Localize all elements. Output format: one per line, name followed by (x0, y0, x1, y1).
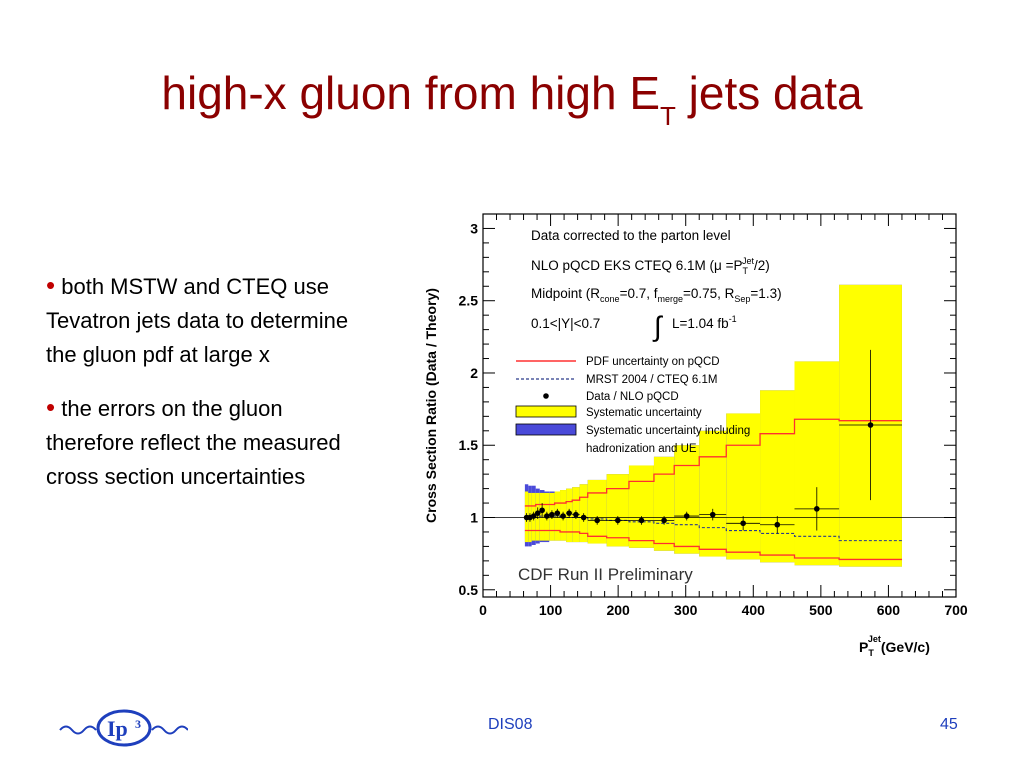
systematic-band-15 (653, 456, 675, 551)
y-tick-label: 2.5 (459, 293, 479, 309)
data-point-3 (534, 510, 541, 516)
legend-label-syst: Systematic uncertainty (586, 407, 702, 419)
systematic-band-18 (726, 413, 761, 560)
footer-conference: DIS08 (488, 716, 533, 733)
title-main: high-x gluon from high E (161, 67, 661, 119)
data-point-8 (560, 513, 566, 519)
data-points (523, 349, 902, 534)
x-tick-label: 0 (479, 602, 487, 618)
y-tick-label: 3 (470, 220, 478, 236)
legend-had-box-icon (515, 423, 577, 436)
data-point-16 (683, 513, 690, 519)
integral-icon: ∫ (652, 311, 664, 342)
y-tick-label: 1 (470, 510, 478, 526)
left-wave-icon (59, 725, 97, 735)
bullet-item-2: • the errors on the gluon therefore refl… (46, 390, 376, 494)
chart-axes: 0.5 1 1.5 2 2.5 3 0 100 200 300 400 500 600 700 (459, 213, 968, 618)
legend-label-had-2: hadronization and UE (586, 443, 697, 455)
slide-title: high-x gluon from high ET jets data (0, 58, 1024, 135)
bullet-dot-icon: • (46, 270, 56, 300)
y-axis-label: Cross Section Ratio (Data / Theory) (423, 288, 439, 523)
legend-label-mrst: MRST 2004 / CTEQ 6.1M (586, 374, 717, 386)
x-tick-label: 500 (809, 602, 833, 618)
annotation-rapidity: 0.1<|Y|<0.7 (531, 316, 600, 331)
cross-section-ratio-chart: 0.5 1 1.5 2 2.5 3 0 100 200 300 400 500 600 700 Data … (423, 213, 968, 658)
plot-frame (482, 213, 957, 598)
systematic-band-14 (628, 465, 654, 548)
data-point-10 (573, 511, 579, 518)
legend-marker-icon (543, 393, 549, 399)
x-tick-label: 700 (944, 602, 968, 618)
x-tick-label: 600 (877, 602, 901, 618)
data-point-13 (615, 517, 621, 524)
systematic-band-19 (760, 390, 795, 563)
annotation-line-1: Data corrected to the parton level (531, 228, 731, 243)
ip3-logo: Ip 3 (58, 704, 189, 755)
logo-text: Ip (107, 716, 128, 741)
right-wave-icon (151, 725, 189, 735)
data-point-19 (774, 521, 781, 528)
x-tick-label: 300 (674, 602, 698, 618)
x-axis-label: PTJet(GeV/c) (859, 634, 930, 658)
logo-ellipse-icon (96, 709, 152, 747)
systematic-band-17 (699, 430, 727, 557)
data-point-7 (554, 510, 561, 516)
legend-syst-box-icon (515, 405, 577, 418)
chart-legend: PDF uncertainty on pQCD MRST 2004 / CTEQ… (515, 356, 750, 455)
data-point-21 (867, 422, 874, 428)
bullet-item-1: • both MSTW and CTEQ use Tevatron jets d… (46, 268, 376, 372)
data-point-5 (544, 513, 550, 519)
systematic-band-13 (606, 474, 629, 547)
chart-annotations: Data corrected to the parton level NLO p… (518, 228, 782, 584)
data-point-18 (740, 520, 746, 527)
annotation-line-3: Midpoint (Rcone=0.7, fmerge=0.75, RSep=1… (531, 286, 782, 304)
logo-sup: 3 (135, 717, 141, 731)
pdf-lower-line (524, 529, 902, 561)
data-point-14 (638, 517, 645, 524)
legend-label-pdf: PDF uncertainty on pQCD (586, 356, 720, 368)
bullet-list: • both MSTW and CTEQ use Tevatron jets d… (46, 268, 376, 512)
legend-label-data: Data / NLO pQCD (586, 391, 679, 403)
systematic-band-16 (674, 445, 700, 554)
cdf-watermark: CDF Run II Preliminary (518, 565, 693, 584)
systematic-band-12 (587, 479, 607, 544)
systematic-band-20 (794, 361, 840, 566)
page-number: 45 (940, 716, 958, 733)
x-tick-label: 100 (539, 602, 563, 618)
data-point-15 (661, 517, 667, 524)
data-point-4 (539, 507, 545, 514)
pdf-upper-line (524, 418, 902, 507)
theory-lines (483, 418, 956, 561)
title-subscript: T (660, 101, 676, 131)
x-tick-label: 400 (742, 602, 766, 618)
bullet-text-1: both MSTW and CTEQ use Tevatron jets dat… (46, 274, 349, 367)
y-tick-label: 1.5 (459, 437, 479, 453)
data-point-2 (530, 513, 537, 519)
annotation-line-2: NLO pQCD EKS CTEQ 6.1M (μ =PTJet/2) (531, 256, 770, 276)
bullet-dot-icon: • (46, 392, 56, 422)
data-point-6 (549, 511, 555, 518)
data-point-12 (594, 517, 600, 524)
legend-label-had-1: Systematic uncertainty including (586, 425, 750, 437)
title-end: jets data (675, 67, 863, 119)
data-point-9 (566, 510, 572, 516)
data-point-20 (814, 506, 820, 512)
y-tick-label: 0.5 (459, 582, 479, 598)
annotation-luminosity: L=1.04 fb-1 (672, 314, 737, 331)
y-tick-label: 2 (470, 365, 478, 381)
data-point-17 (709, 511, 716, 518)
bullet-text-2: the errors on the gluon therefore reflec… (46, 396, 341, 489)
x-tick-label: 200 (606, 602, 630, 618)
data-point-11 (580, 514, 587, 521)
